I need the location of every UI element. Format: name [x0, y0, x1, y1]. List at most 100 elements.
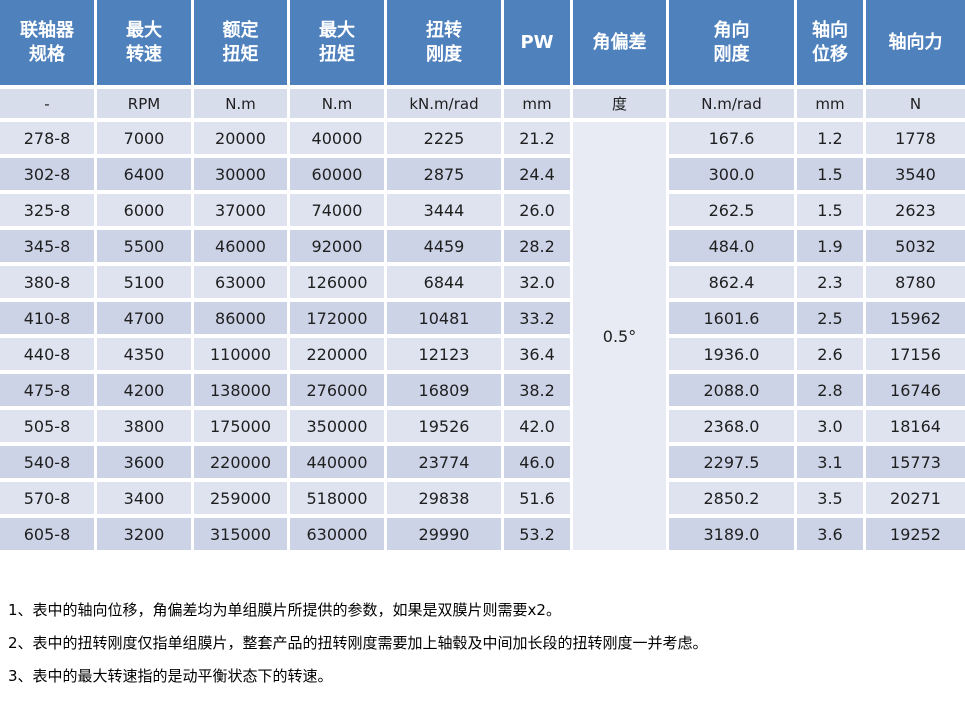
- data-cell: 345-8: [0, 230, 94, 262]
- data-cell: 2088.0: [669, 374, 794, 406]
- table-row: 570-8 3400 259000 518000 29838 51.6 2850.2 3.5 2…: [0, 482, 965, 514]
- data-cell: 33.2: [504, 302, 570, 334]
- data-cell: 30000: [194, 158, 287, 190]
- table-row: 410-8 4700 86000 172000 10481 33.2 1601.6 2.5 15…: [0, 302, 965, 334]
- data-cell: 20000: [194, 122, 287, 154]
- column-header-8: 轴向 位移: [797, 0, 863, 85]
- column-header-0: 联轴器 规格: [0, 0, 94, 85]
- data-cell: 300.0: [669, 158, 794, 190]
- data-cell: 2225: [387, 122, 501, 154]
- data-cell: 278-8: [0, 122, 94, 154]
- footnotes: 1、表中的轴向位移，角偏差均为单组膜片所提供的参数，如果是双膜片则需要x2。 2…: [8, 600, 965, 686]
- data-cell: 540-8: [0, 446, 94, 478]
- data-cell: 2297.5: [669, 446, 794, 478]
- data-cell: 6844: [387, 266, 501, 298]
- data-cell: 3444: [387, 194, 501, 226]
- data-cell: 29838: [387, 482, 501, 514]
- unit-cell-1: RPM: [97, 89, 191, 118]
- unit-cell-3: N.m: [290, 89, 384, 118]
- data-cell: 42.0: [504, 410, 570, 442]
- data-cell: 10481: [387, 302, 501, 334]
- data-cell: 1601.6: [669, 302, 794, 334]
- data-cell: 4700: [97, 302, 191, 334]
- table-row: 605-8 3200 315000 630000 29990 53.2 3189.0 3.6 1…: [0, 518, 965, 550]
- column-header-7: 角向 刚度: [669, 0, 794, 85]
- data-cell: 74000: [290, 194, 384, 226]
- column-header-5: PW: [504, 0, 570, 85]
- column-header-3: 最大 扭矩: [290, 0, 384, 85]
- data-cell: 29990: [387, 518, 501, 550]
- data-cell: 46000: [194, 230, 287, 262]
- data-cell: 63000: [194, 266, 287, 298]
- data-cell: 21.2: [504, 122, 570, 154]
- coupling-spec-table-wrapper: 联轴器 规格 最大 转速 额定 扭矩 最大 扭矩 扭转 刚度 PW 角偏差 角向 刚度 轴向 位…: [0, 0, 965, 550]
- data-cell: 6400: [97, 158, 191, 190]
- data-cell: 12123: [387, 338, 501, 370]
- data-cell: 20271: [866, 482, 965, 514]
- table-row: 505-8 3800 175000 350000 19526 42.0 2368.0 3.0 1…: [0, 410, 965, 442]
- data-cell: 3540: [866, 158, 965, 190]
- unit-cell-6: 度: [573, 89, 666, 118]
- data-cell: 325-8: [0, 194, 94, 226]
- data-cell: 570-8: [0, 482, 94, 514]
- table-row: 345-8 5500 46000 92000 4459 28.2 484.0 1.9 5032: [0, 230, 965, 262]
- data-cell: 4350: [97, 338, 191, 370]
- data-cell: 16746: [866, 374, 965, 406]
- data-cell: 605-8: [0, 518, 94, 550]
- data-cell: 40000: [290, 122, 384, 154]
- data-cell: 5100: [97, 266, 191, 298]
- data-cell: 19526: [387, 410, 501, 442]
- data-cell: 2368.0: [669, 410, 794, 442]
- column-header-4: 扭转 刚度: [387, 0, 501, 85]
- data-cell: 862.4: [669, 266, 794, 298]
- data-cell: 28.2: [504, 230, 570, 262]
- data-cell: 15962: [866, 302, 965, 334]
- data-cell: 505-8: [0, 410, 94, 442]
- data-cell: 1.2: [797, 122, 863, 154]
- data-cell: 167.6: [669, 122, 794, 154]
- data-cell: 24.4: [504, 158, 570, 190]
- data-cell: 475-8: [0, 374, 94, 406]
- data-cell: 4200: [97, 374, 191, 406]
- data-cell: 518000: [290, 482, 384, 514]
- data-cell: 51.6: [504, 482, 570, 514]
- data-cell: 6000: [97, 194, 191, 226]
- data-cell: 3800: [97, 410, 191, 442]
- angular-deviation-merged-cell: 0.5°: [573, 122, 666, 550]
- data-cell: 3.6: [797, 518, 863, 550]
- column-header-9: 轴向力: [866, 0, 965, 85]
- table-row: 325-8 6000 37000 74000 3444 26.0 262.5 1.5 2623: [0, 194, 965, 226]
- data-cell: 60000: [290, 158, 384, 190]
- data-cell: 172000: [290, 302, 384, 334]
- data-cell: 2623: [866, 194, 965, 226]
- unit-cell-4: kN.m/rad: [387, 89, 501, 118]
- data-cell: 2.6: [797, 338, 863, 370]
- data-cell: 2.8: [797, 374, 863, 406]
- data-cell: 3.0: [797, 410, 863, 442]
- data-cell: 2.3: [797, 266, 863, 298]
- data-cell: 440000: [290, 446, 384, 478]
- data-cell: 138000: [194, 374, 287, 406]
- unit-cell-5: mm: [504, 89, 570, 118]
- data-cell: 36.4: [504, 338, 570, 370]
- data-cell: 3400: [97, 482, 191, 514]
- data-cell: 3200: [97, 518, 191, 550]
- column-header-1: 最大 转速: [97, 0, 191, 85]
- unit-cell-0: -: [0, 89, 94, 118]
- unit-cell-9: N: [866, 89, 965, 118]
- unit-cell-2: N.m: [194, 89, 287, 118]
- table-row: 540-8 3600 220000 440000 23774 46.0 2297.5 3.1 1…: [0, 446, 965, 478]
- data-cell: 126000: [290, 266, 384, 298]
- data-cell: 350000: [290, 410, 384, 442]
- footnote-2: 2、表中的扭转刚度仅指单组膜片，整套产品的扭转刚度需要加上轴毂及中间加长段的扭转…: [8, 634, 708, 652]
- data-cell: 5032: [866, 230, 965, 262]
- data-cell: 1.5: [797, 194, 863, 226]
- table-row: 302-8 6400 30000 60000 2875 24.4 300.0 1.5 3540: [0, 158, 965, 190]
- column-header-6: 角偏差: [573, 0, 666, 85]
- table-row: 440-8 4350 110000 220000 12123 36.4 1936.0 2.6 1…: [0, 338, 965, 370]
- data-cell: 2.5: [797, 302, 863, 334]
- coupling-spec-table: 联轴器 规格 最大 转速 额定 扭矩 最大 扭矩 扭转 刚度 PW 角偏差 角向 刚度 轴向 位…: [0, 0, 965, 550]
- data-cell: 630000: [290, 518, 384, 550]
- data-cell: 46.0: [504, 446, 570, 478]
- data-cell: 18164: [866, 410, 965, 442]
